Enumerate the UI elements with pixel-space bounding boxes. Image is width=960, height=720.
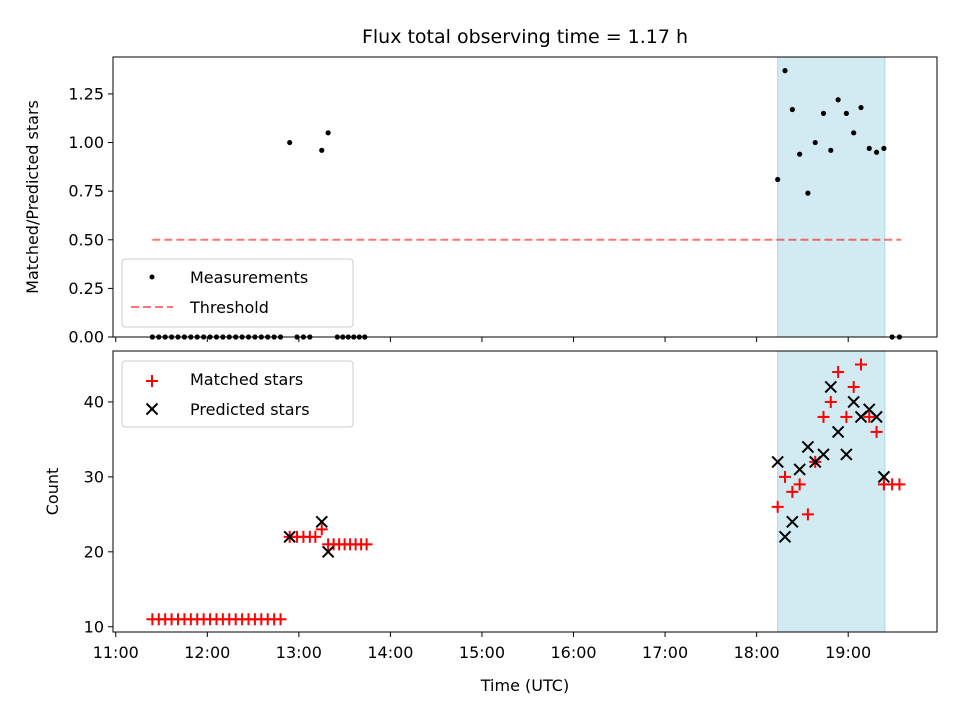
matched-star-point: [309, 530, 322, 543]
matched-star-point: [779, 470, 792, 483]
matched-star-point: [840, 410, 853, 423]
time-x-tick-label: 12:00: [184, 643, 230, 662]
measurement-point: [873, 149, 880, 155]
count-y-ticks: 10 20 30 40: [84, 392, 113, 636]
matched-star-point: [315, 523, 328, 536]
count-plot-frame: [112, 350, 938, 633]
predicted-star-point: [778, 530, 792, 544]
observing-window-shade-top: [777, 56, 886, 338]
legend-measurements-label: Measurements: [190, 268, 308, 287]
legend-matched-label: Matched stars: [190, 370, 303, 389]
matched-star-point: [817, 410, 830, 423]
matched-star-point: [274, 613, 287, 626]
ratio-plot-frame: [112, 56, 938, 338]
time-x-label: Time (UTC): [480, 676, 569, 695]
matched-star-point: [793, 478, 806, 491]
measurement-point: [843, 110, 849, 116]
predicted-star-point: [877, 470, 891, 484]
measurement-point: [881, 145, 887, 151]
ratio-y-tick-label: 0.00: [68, 328, 104, 347]
measurement-point: [851, 130, 857, 136]
predicted-star-point: [870, 410, 883, 424]
legend-matched-marker: [146, 375, 158, 387]
predicted-star-point: [283, 530, 296, 544]
count-y-tick-label: 40: [84, 392, 104, 411]
count-y-tick-label: 10: [84, 617, 104, 636]
ratio-y-tick-label: 1.00: [68, 133, 104, 152]
predicted-star-point: [817, 448, 830, 461]
predicted-stars-points: [283, 380, 891, 559]
measurement-point: [866, 145, 872, 151]
count-y-tick-label: 20: [84, 542, 104, 561]
measurement-point: [805, 190, 811, 196]
time-x-tick-label: 17:00: [642, 643, 688, 662]
count-y-label: Count: [43, 468, 62, 516]
matched-star-point: [824, 395, 837, 408]
time-x-tick-label: 15:00: [459, 643, 505, 662]
ratio-legend-box: [121, 258, 354, 328]
measurement-point: [828, 147, 834, 153]
matched-star-point: [786, 485, 799, 498]
matched-star-point: [771, 500, 784, 513]
matched-stars-points: [146, 358, 906, 626]
time-x-ticks: 11:00 12:00 13:00 14:00 15:00 16:00 17:00 18:00…: [93, 632, 871, 662]
measurement-point: [820, 110, 827, 116]
matched-star-point: [832, 365, 845, 378]
matched-star-point: [863, 410, 876, 423]
ratio-y-label: Matched/Predicted stars: [23, 100, 42, 294]
ratio-y-tick-label: 0.75: [68, 182, 104, 201]
predicted-star-point: [824, 380, 838, 394]
predicted-star-point: [793, 463, 806, 476]
measurement-point: [325, 130, 331, 136]
measurement-point: [858, 104, 864, 111]
legend-matched-plus: [146, 375, 158, 387]
legend-predicted-marker: [145, 402, 159, 416]
time-x-tick-label: 19:00: [825, 643, 871, 662]
ratio-panel: 0.00 0.25 0.50 0.75 1.00 1.25 Matched/Predict…: [23, 56, 938, 347]
matched-star-point: [870, 425, 883, 438]
legend-threshold-label: Threshold: [189, 298, 269, 317]
time-x-tick-label: 11:00: [93, 643, 139, 662]
matched-star-point: [847, 380, 860, 393]
measurement-point: [782, 68, 788, 74]
legend-predicted-cross: [145, 402, 159, 416]
predicted-star-point: [771, 455, 784, 469]
measurement-point: [812, 139, 818, 146]
matched-star-point: [801, 508, 814, 521]
ratio-x-ticks: [115, 337, 849, 342]
time-x-tick-label: 14:00: [367, 643, 413, 662]
predicted-star-point: [840, 448, 853, 461]
measurement-point: [319, 147, 325, 153]
measurement-point: [789, 106, 795, 113]
chart-title: Flux total observing time = 1.17 h: [362, 26, 688, 48]
predicted-star-point: [321, 545, 335, 559]
count-legend-box: [121, 360, 354, 428]
time-x-tick-label: 13:00: [276, 643, 322, 662]
ratio-y-ticks: 0.00 0.25 0.50 0.75 1.00 1.25: [68, 84, 113, 347]
count-legend: Matched stars Predicted stars: [121, 360, 354, 428]
legend-measurement-marker: [149, 274, 155, 280]
legend-predicted-label: Predicted stars: [190, 400, 310, 419]
predicted-star-point: [315, 515, 328, 529]
ratio-legend: Measurements Threshold: [121, 258, 354, 328]
measurement-point: [797, 151, 803, 157]
measurement-point: [775, 176, 781, 183]
count-y-tick-label: 30: [84, 467, 104, 486]
time-x-tick-label: 16:00: [550, 643, 596, 662]
matched-star-point: [855, 358, 868, 371]
measurement-point: [287, 139, 293, 146]
predicted-star-point: [831, 425, 845, 439]
matched-star-point: [360, 538, 373, 551]
ratio-y-tick-label: 1.25: [68, 84, 104, 103]
ratio-y-tick-label: 0.50: [68, 230, 104, 249]
ratio-y-tick-label: 0.25: [68, 279, 104, 298]
predicted-star-point: [801, 440, 815, 454]
predicted-star-point: [786, 515, 799, 529]
predicted-star-point: [847, 395, 860, 409]
matched-star-point: [893, 478, 906, 491]
time-x-tick-label: 18:00: [734, 643, 780, 662]
measurement-point: [835, 97, 841, 103]
